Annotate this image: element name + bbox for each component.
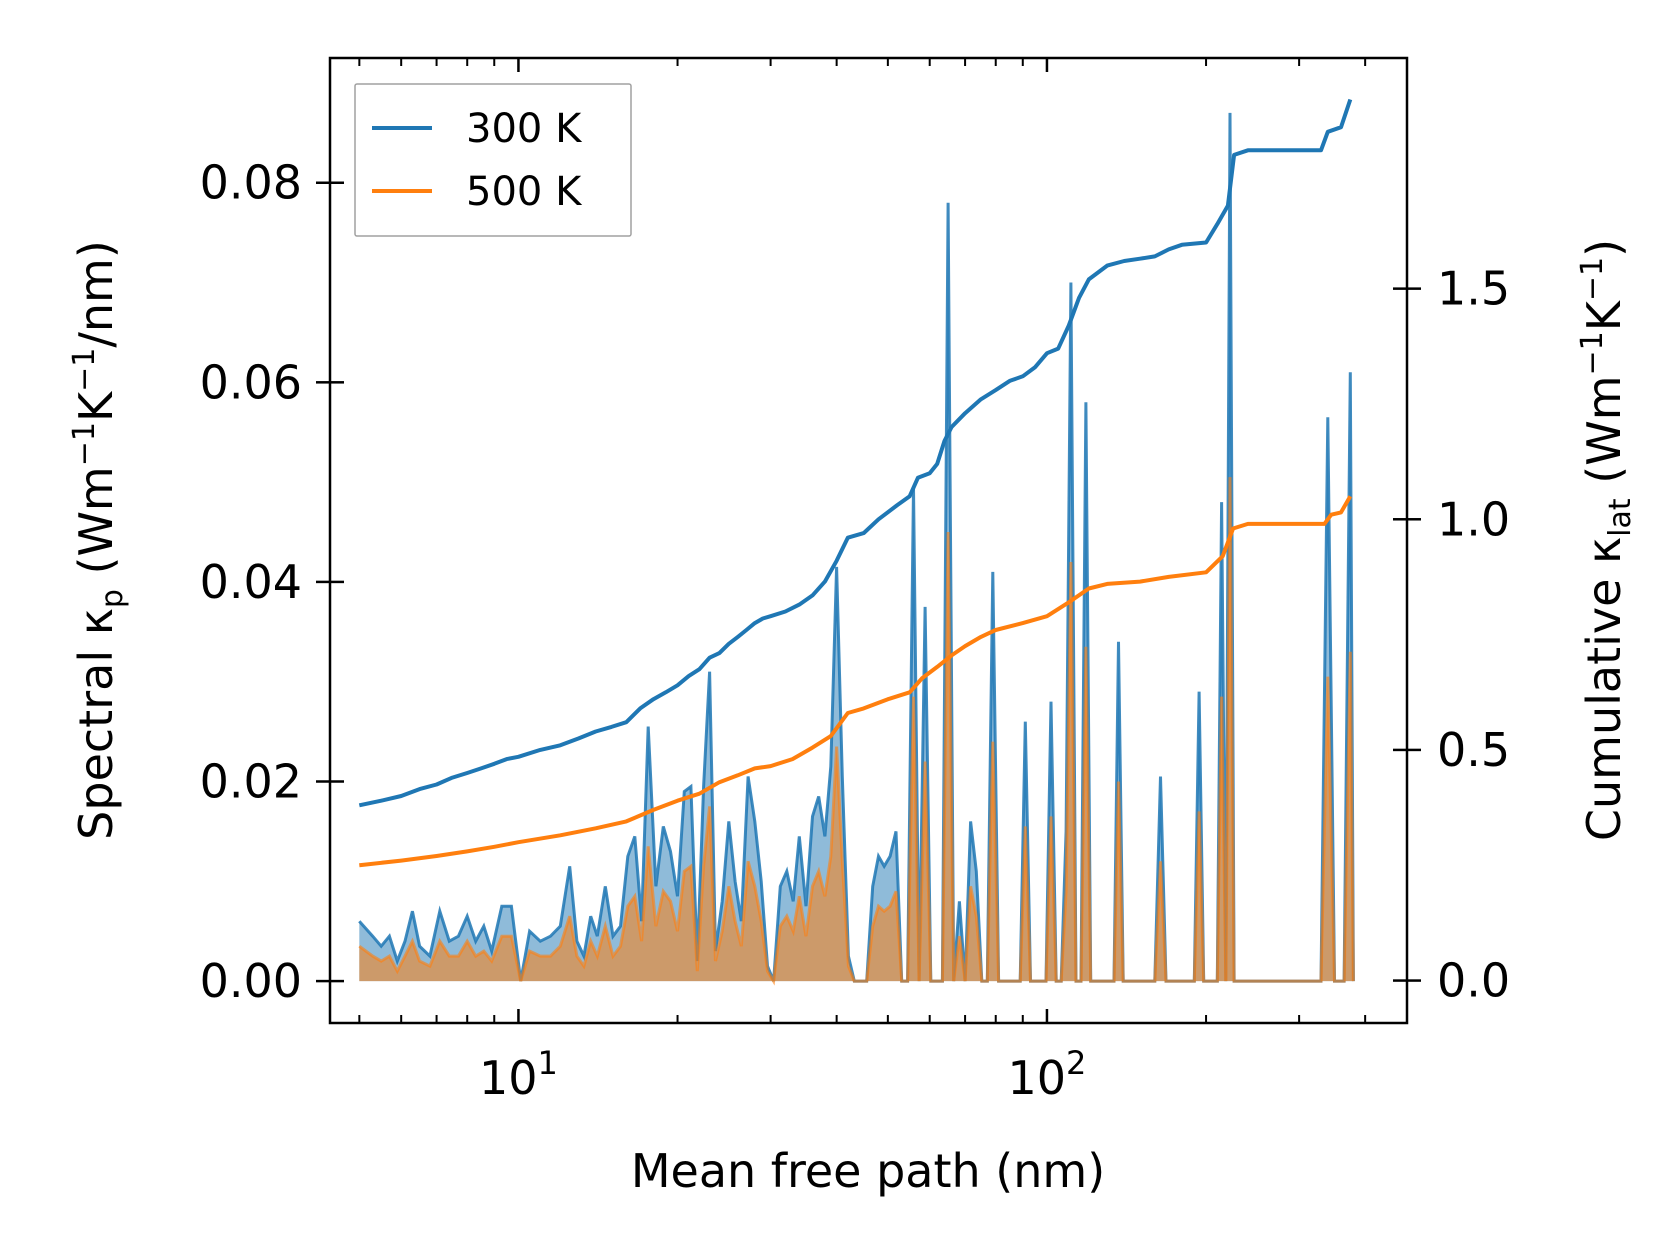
- legend-label-300k: 300 K: [466, 106, 583, 152]
- x-axis: 101 102: [358, 58, 1367, 1105]
- y-left-title-sub: p: [95, 589, 130, 608]
- y-right-title-sub: lat: [1603, 498, 1638, 537]
- legend-box: [354, 83, 632, 237]
- y-left-title-units-c: /nm): [69, 240, 123, 347]
- x-tick-label-base: 10: [1008, 1051, 1067, 1105]
- y-left-tick-label: 0.04: [200, 555, 302, 609]
- y-right-tick-label: 0.5: [1437, 723, 1510, 777]
- y-left-title-units-b: K: [69, 390, 123, 422]
- y-left-title-main: Spectral κ: [69, 608, 123, 840]
- y-axis-left-title: Spectral κp (Wm−1K−1/nm): [67, 240, 130, 840]
- y-axis-right: 0.0 0.5 1.0 1.5: [1393, 262, 1510, 1008]
- x-axis-title: Mean free path (nm): [631, 1144, 1105, 1198]
- x-tick-label: 102: [1008, 1044, 1087, 1105]
- y-axis-left: 0.00 0.02 0.04 0.06 0.08: [200, 156, 344, 1008]
- y-left-tick-label: 0.02: [200, 755, 302, 809]
- y-left-tick-label: 0.08: [200, 156, 302, 210]
- x-tick-label: 101: [479, 1044, 558, 1105]
- cumulative-line-300k: [358, 98, 1353, 808]
- y-left-tick-label: 0.00: [200, 954, 302, 1008]
- y-left-title-sup1: −1: [67, 422, 102, 466]
- y-axis-right-title: Cumulative κlat (Wm−1K−1): [1575, 239, 1638, 841]
- y-right-title-units-a: (Wm: [1577, 375, 1631, 498]
- legend-label-500k: 500 K: [466, 169, 583, 215]
- plot-frame: [328, 56, 1409, 1025]
- y-left-title-sup2: −1: [67, 348, 102, 392]
- y-right-title-sup1: −1: [1575, 331, 1610, 375]
- y-right-title-units-b: K: [1577, 299, 1631, 331]
- spectral-outline-500k: [358, 477, 1355, 986]
- cumulative-line-500k: [359, 495, 1353, 868]
- x-tick-label-exp: 2: [1066, 1044, 1086, 1082]
- y-right-title-sup2: −1: [1575, 257, 1610, 301]
- cumulative-lines: [358, 98, 1353, 868]
- y-right-tick-label: 1.0: [1437, 492, 1510, 546]
- y-right-tick-label: 1.5: [1437, 262, 1510, 316]
- y-right-title-units-c: ): [1577, 239, 1631, 257]
- y-left-title-units-a: (Wm: [69, 466, 123, 589]
- spectral-fills: [358, 112, 1355, 986]
- y-left-tick-label: 0.06: [200, 355, 302, 409]
- legend: 300 K 500 K: [354, 83, 632, 237]
- y-right-title-main: Cumulative κ: [1577, 537, 1631, 841]
- x-tick-label-exp: 1: [538, 1044, 558, 1082]
- y-right-tick-label: 0.0: [1437, 954, 1510, 1008]
- x-tick-label-base: 10: [479, 1051, 538, 1105]
